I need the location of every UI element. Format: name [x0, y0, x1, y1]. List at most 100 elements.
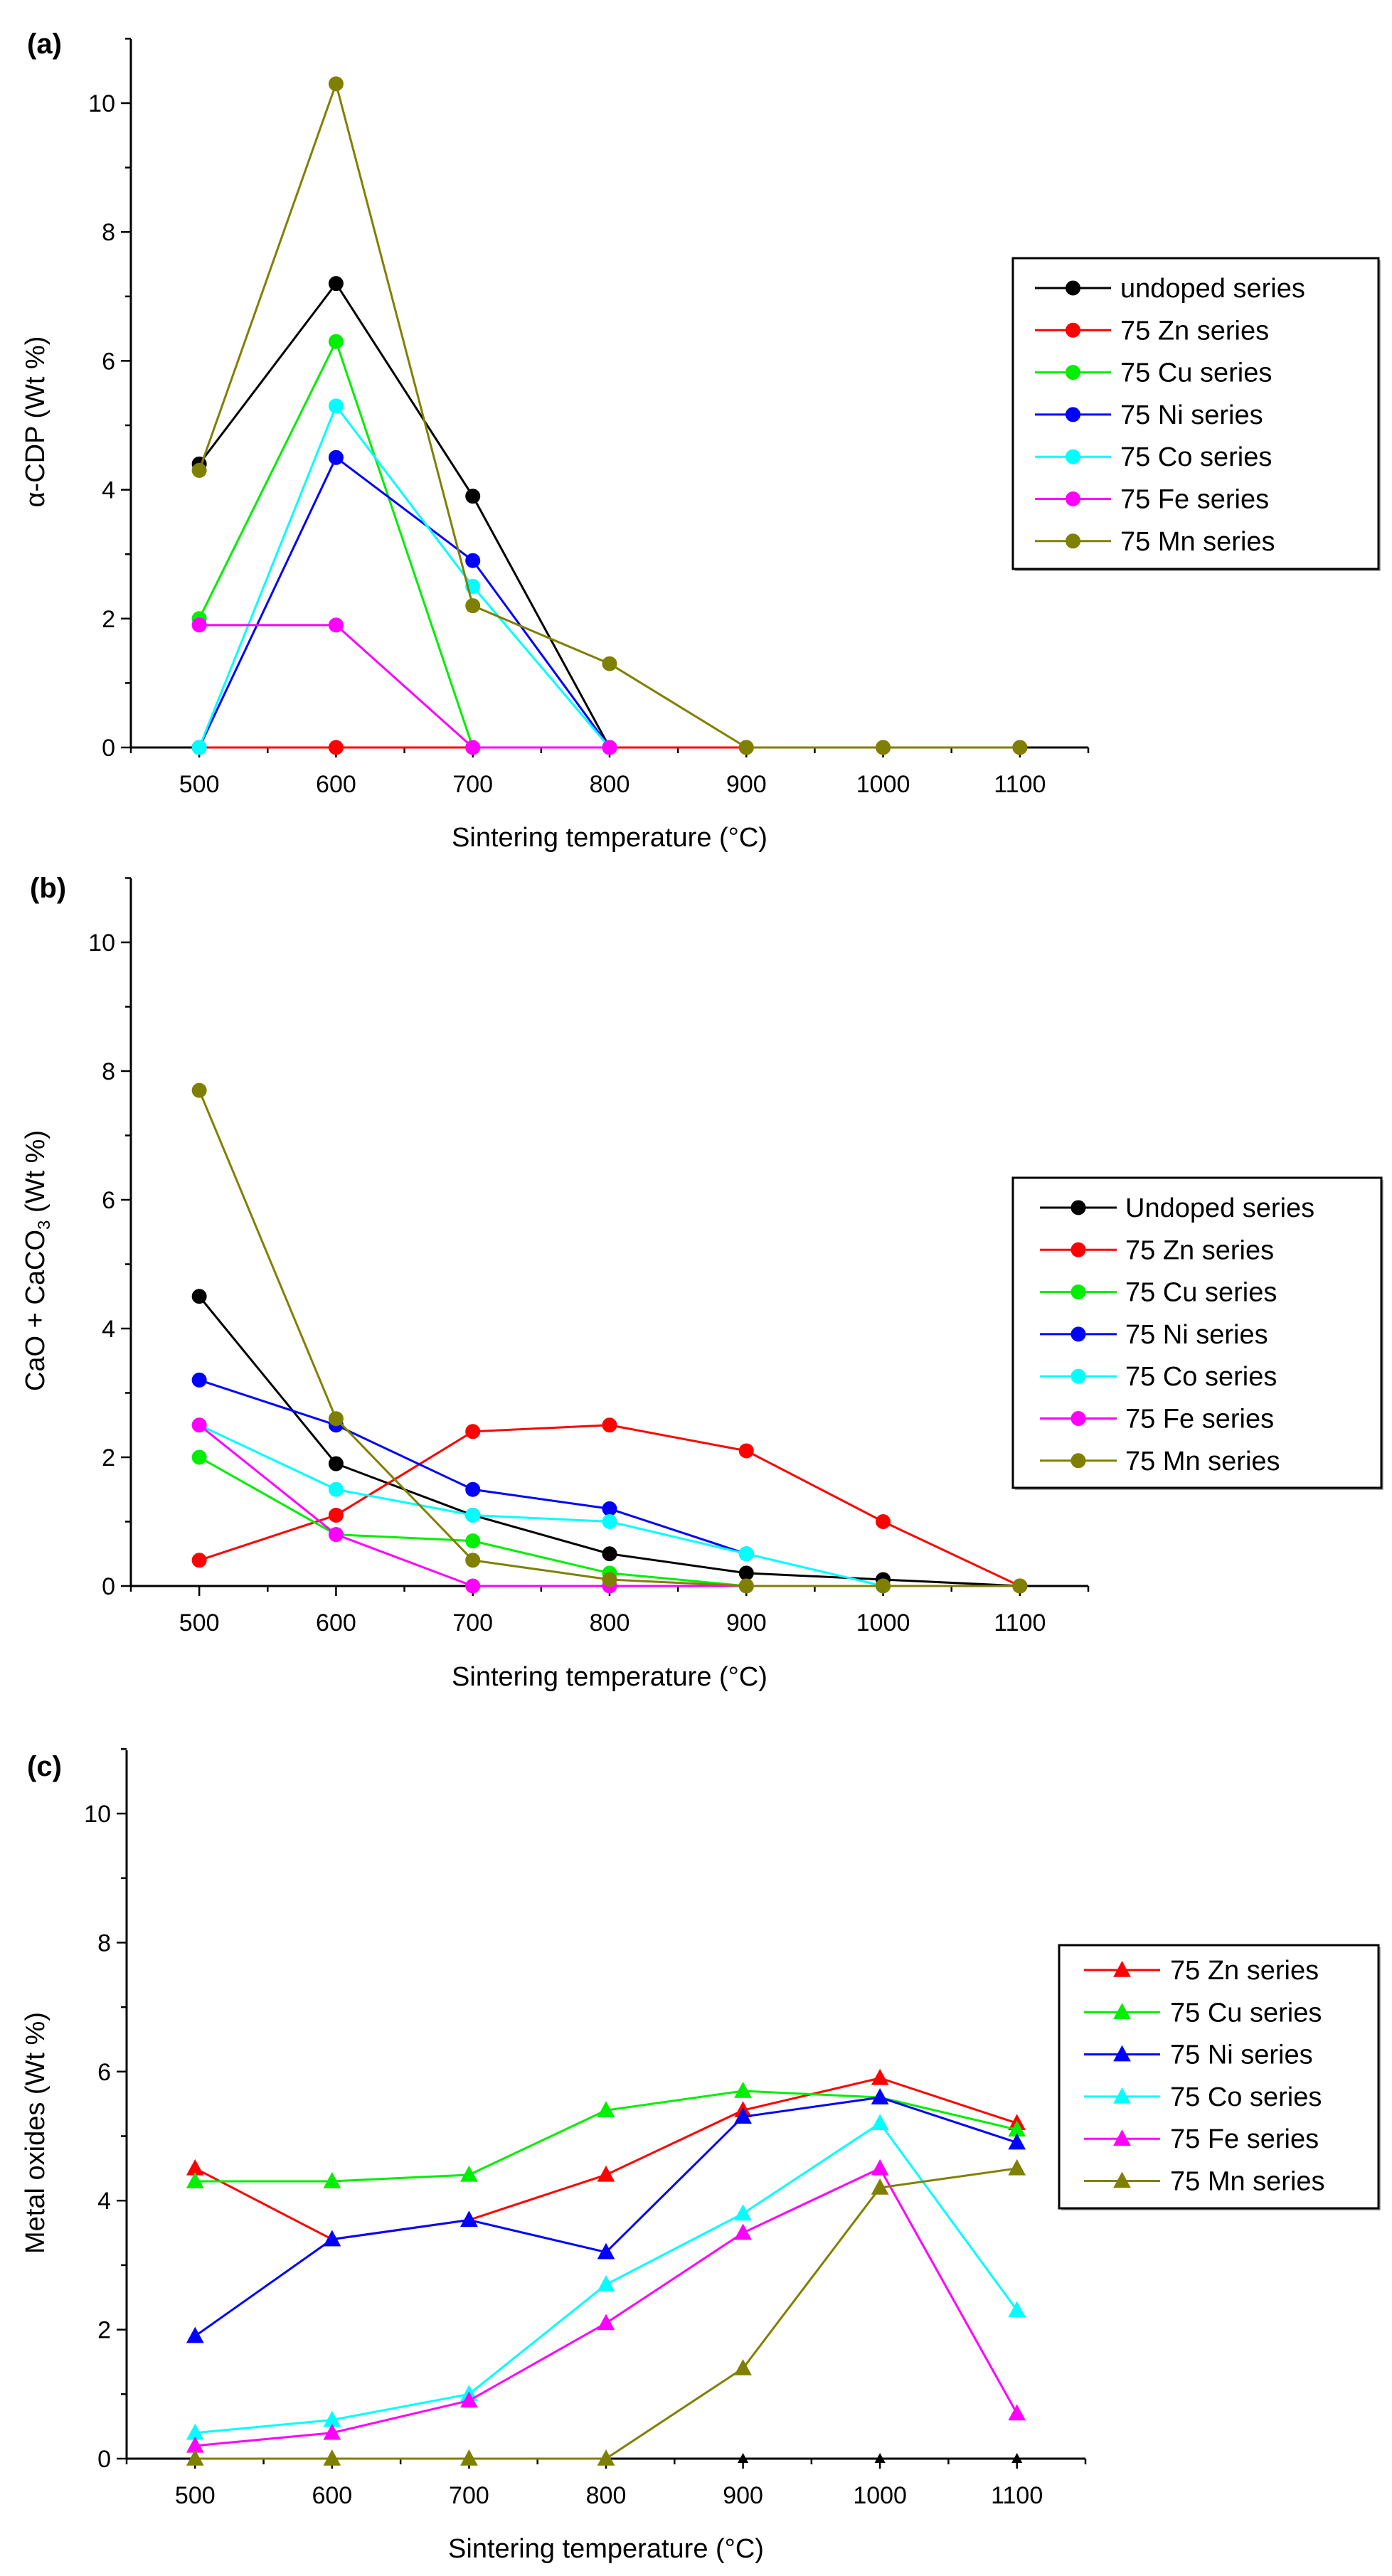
y-tick-label: 2 — [102, 606, 115, 633]
series-line — [195, 2167, 1017, 2460]
data-point — [460, 2391, 478, 2408]
data-point — [871, 2068, 889, 2085]
legend-marker — [1113, 2087, 1131, 2104]
data-point — [328, 740, 344, 755]
data-point — [465, 1578, 481, 1594]
data-point — [597, 2242, 615, 2260]
series-line — [198, 282, 611, 748]
legend-label: undoped series — [1120, 274, 1305, 304]
data-point — [323, 2449, 341, 2466]
series-75-fe-series — [191, 617, 617, 755]
legend-marker — [1113, 2129, 1131, 2146]
data-point — [460, 2449, 478, 2466]
data-point — [876, 1514, 891, 1529]
data-point — [1012, 1578, 1028, 1594]
series-75-co-series — [191, 398, 617, 755]
data-point — [328, 276, 344, 292]
data-point — [876, 740, 891, 755]
data-point — [465, 553, 481, 568]
panel-label: (c) — [27, 1751, 62, 1782]
data-point — [328, 617, 344, 633]
x-tick-label: 1000 — [853, 2482, 907, 2509]
data-point — [602, 1514, 617, 1529]
data-point — [191, 1449, 207, 1465]
series-75-zn-series — [186, 2068, 1026, 2247]
panel-label: (b) — [30, 873, 66, 904]
legend-entry: 75 Mn series — [1040, 1447, 1280, 1476]
legend-entry: 75 Zn series — [1084, 1956, 1319, 1986]
legend-label: 75 Mn series — [1120, 527, 1275, 557]
data-point — [460, 2165, 478, 2182]
x-axis-title: Sintering temperature (°C) — [448, 2534, 764, 2564]
y-tick-label: 4 — [97, 2188, 111, 2215]
data-point — [734, 2082, 752, 2098]
legend-marker — [1066, 533, 1080, 549]
legend-entry: 75 Fe series — [1035, 485, 1269, 515]
legend-marker — [1070, 1326, 1086, 1342]
legend-label: 75 Co series — [1120, 442, 1272, 472]
y-tick-label: 0 — [102, 735, 115, 762]
legend-marker — [1113, 2045, 1131, 2062]
data-point — [602, 1546, 617, 1562]
series-line — [198, 1295, 1020, 1587]
legend-label: 75 Ni series — [1125, 1320, 1268, 1350]
data-point — [186, 2171, 204, 2188]
legend-label: 75 Ni series — [1120, 400, 1263, 430]
series-75-ni-series — [191, 1372, 754, 1562]
legend-label: 75 Fe series — [1125, 1405, 1274, 1435]
y-tick-label: 4 — [102, 1316, 115, 1343]
series-75-co-series — [191, 1417, 891, 1594]
y-tick-label: 4 — [102, 477, 115, 504]
data-point — [191, 1417, 207, 1433]
y-tick-label: 10 — [84, 1801, 111, 1828]
data-point — [323, 2410, 341, 2427]
y-tick-label: 6 — [102, 1187, 115, 1214]
legend-marker — [1066, 491, 1080, 506]
legend-entry: 75 Ni series — [1040, 1320, 1268, 1350]
data-point — [738, 1578, 754, 1594]
x-tick-label: 1000 — [856, 1609, 910, 1636]
data-point — [597, 2101, 615, 2117]
series-line — [198, 403, 611, 748]
data-point — [328, 1411, 344, 1427]
y-tick-label: 6 — [102, 348, 115, 375]
data-point — [191, 1372, 207, 1388]
legend-label: 75 Zn series — [1120, 316, 1269, 346]
x-tick-label: 900 — [726, 1609, 767, 1636]
x-tick-label: 800 — [590, 1609, 630, 1636]
x-tick-label: 800 — [586, 2482, 627, 2509]
x-tick-label: 900 — [726, 771, 767, 798]
legend-entry: Undoped series — [1040, 1193, 1314, 1223]
y-tick-label: 0 — [97, 2446, 111, 2473]
legend-entry: 75 Mn series — [1035, 527, 1275, 557]
data-point — [186, 2326, 204, 2343]
x-tick-label: 1000 — [856, 771, 910, 798]
data-point — [1008, 2120, 1026, 2137]
data-point — [465, 1424, 481, 1439]
data-point — [465, 598, 481, 614]
legend-label: 75 Co series — [1125, 1362, 1277, 1392]
data-point — [737, 2453, 749, 2463]
legend-label: 75 Cu series — [1125, 1278, 1277, 1308]
y-tick-label: 6 — [97, 2059, 111, 2086]
legend-entry: 75 Fe series — [1084, 2124, 1319, 2154]
data-point — [328, 1527, 344, 1543]
data-point — [328, 1456, 344, 1471]
legend-entry: 75 Ni series — [1084, 2040, 1313, 2070]
series-75-fe-series — [186, 2159, 1026, 2453]
data-point — [602, 656, 617, 671]
series-unlabeled — [737, 2453, 1023, 2463]
data-point — [328, 449, 344, 465]
legend-label: 75 Mn series — [1170, 2167, 1325, 2197]
y-tick-label: 2 — [102, 1444, 115, 1471]
legend-label: 75 Fe series — [1120, 485, 1269, 515]
data-point — [871, 2088, 889, 2104]
y-axis-title-main: Metal oxides (Wt %) — [21, 2012, 51, 2254]
series-line — [198, 1424, 883, 1587]
x-tick-label: 500 — [179, 771, 220, 798]
x-tick-label: 500 — [179, 1609, 220, 1636]
data-point — [323, 2171, 341, 2188]
series-75-co-series — [186, 2114, 1026, 2440]
data-point — [738, 1546, 754, 1562]
